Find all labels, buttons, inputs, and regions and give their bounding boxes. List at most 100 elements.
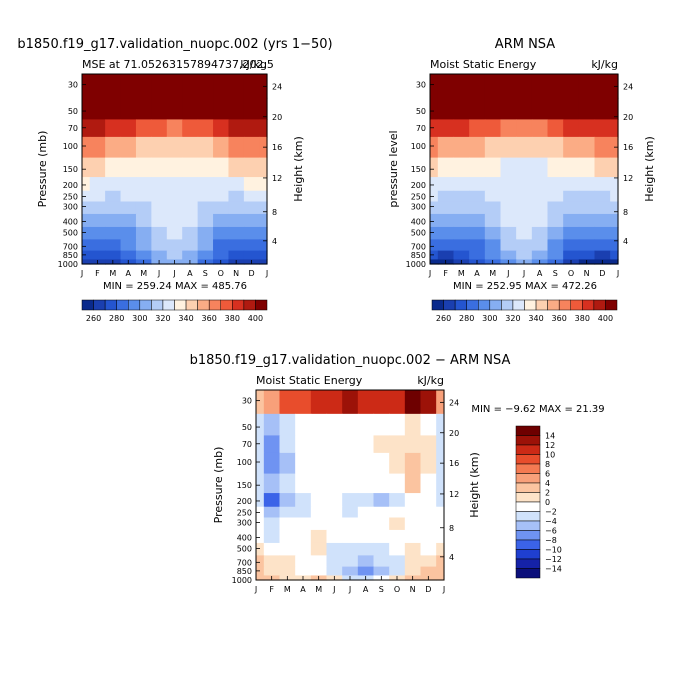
colorbar-swatch xyxy=(515,511,541,522)
colorbar-swatch xyxy=(93,299,106,311)
heatmap-cell xyxy=(430,213,439,228)
y2-tick-label: 12 xyxy=(449,490,459,499)
heatmap-cell xyxy=(135,226,152,240)
heatmap-cell xyxy=(197,239,214,252)
heatmap-cell xyxy=(259,201,268,215)
heatmap-cell xyxy=(326,506,343,519)
heatmap-cell xyxy=(578,74,596,99)
heatmap-cell xyxy=(135,119,152,138)
heatmap-cell xyxy=(105,201,122,215)
colorbar-swatch xyxy=(197,299,210,311)
heatmap-cell xyxy=(256,413,265,437)
panel-subtitle-left: Moist Static Energy xyxy=(256,374,363,387)
heatmap-cell xyxy=(310,517,328,531)
y-tick-label: 500 xyxy=(63,228,78,237)
heatmap-cell xyxy=(151,136,168,159)
heatmap-cell xyxy=(135,213,152,228)
y2-ticks: 24 20 16 12 8 4 xyxy=(263,82,282,246)
x-tick-label: S xyxy=(379,585,384,594)
heatmap-cell xyxy=(105,239,122,252)
heatmap-cell xyxy=(295,435,312,454)
heatmap-cell xyxy=(279,529,296,544)
heatmap-cell xyxy=(105,177,122,192)
heatmap-cell xyxy=(166,226,183,240)
y-tick-label: 300 xyxy=(63,202,78,211)
heatmap-cell xyxy=(578,213,596,228)
heatmap-cell xyxy=(404,529,422,544)
colorbar-swatch xyxy=(535,299,548,311)
heatmap-cell xyxy=(89,213,106,228)
heatmap-cell xyxy=(453,250,470,261)
heatmap-cell xyxy=(326,542,343,556)
heatmap-cell xyxy=(500,177,517,192)
heatmap-cell xyxy=(259,213,268,228)
x-tick-label: A xyxy=(537,269,543,278)
heatmap-cell xyxy=(357,542,375,556)
heatmap-cell xyxy=(430,259,439,265)
y-tick-label: 850 xyxy=(411,251,426,260)
colorbar-swatch xyxy=(515,539,541,550)
heatmap-cell xyxy=(436,529,445,544)
heatmap-cell xyxy=(82,177,91,192)
heatmap-cell xyxy=(243,97,260,120)
heatmap-cell xyxy=(404,435,422,454)
x-tick-label: F xyxy=(443,269,448,278)
heatmap-cell xyxy=(310,506,328,519)
x-tick-label: J xyxy=(332,585,335,594)
heatmap-cell xyxy=(594,119,611,138)
heatmap-cell xyxy=(243,190,260,203)
colorbar-tick-label: 4 xyxy=(545,479,550,488)
y-tick-label: 70 xyxy=(68,124,78,133)
y2-tick-label: 4 xyxy=(272,237,277,246)
colorbar-swatch xyxy=(582,299,595,311)
y-tick-label: 70 xyxy=(242,440,252,449)
heatmap-cell xyxy=(342,473,359,494)
y2-tick-label: 16 xyxy=(623,143,633,152)
colorbar-swatch xyxy=(515,482,541,493)
heatmap-cell xyxy=(120,74,137,99)
colorbar-swatch xyxy=(255,299,268,311)
y2-tick-label: 8 xyxy=(623,208,628,217)
heatmap-cell xyxy=(342,529,359,544)
heatmap-cell xyxy=(326,493,343,508)
heatmap-cell xyxy=(197,119,214,138)
heatmap-cell xyxy=(453,213,470,228)
heatmap-cell xyxy=(469,239,486,252)
heatmap-cell xyxy=(263,473,281,494)
heatmap-cell xyxy=(389,555,406,568)
heatmap-cell xyxy=(484,119,502,138)
heatmap-cell xyxy=(389,566,406,577)
x-tick-label: A xyxy=(126,269,132,278)
heatmap-cell xyxy=(373,542,390,556)
heatmap-cell xyxy=(82,239,91,252)
x-tick-label: O xyxy=(568,269,574,278)
heatmap-cell xyxy=(151,226,168,240)
heatmap-cell xyxy=(310,413,328,437)
colorbar-tick-label: −6 xyxy=(545,527,557,536)
colorbar-swatch xyxy=(515,501,541,512)
colorbar-swatch xyxy=(515,549,541,560)
x-tick-label: J xyxy=(348,585,351,594)
x-tick-label: F xyxy=(269,585,274,594)
y-tick-label: 300 xyxy=(411,202,426,211)
heatmap-cell xyxy=(197,213,214,228)
heatmap-cell xyxy=(389,413,406,437)
heatmap-cell xyxy=(357,566,375,577)
colorbar-tick-label: 380 xyxy=(575,314,590,323)
heatmap-cell xyxy=(228,136,245,159)
panel-obs: ARM NSA Moist Static Energy kJ/kg pressu… xyxy=(387,37,656,323)
y2-tick-label: 24 xyxy=(623,82,633,91)
heatmap-cell xyxy=(256,542,265,556)
heatmap-cell xyxy=(342,542,359,556)
heatmap-cell xyxy=(436,566,445,577)
heatmap-cell xyxy=(531,157,549,178)
heatmap-cell xyxy=(516,177,533,192)
heatmap-cell xyxy=(484,213,502,228)
heatmap-cell xyxy=(151,213,168,228)
heatmap-cell xyxy=(326,529,343,544)
heatmap-cell xyxy=(453,136,470,159)
x-tick-label: M xyxy=(109,269,116,278)
heatmap-cell xyxy=(295,473,312,494)
heatmap-cell xyxy=(228,119,245,138)
colorbar-swatch xyxy=(524,299,537,311)
